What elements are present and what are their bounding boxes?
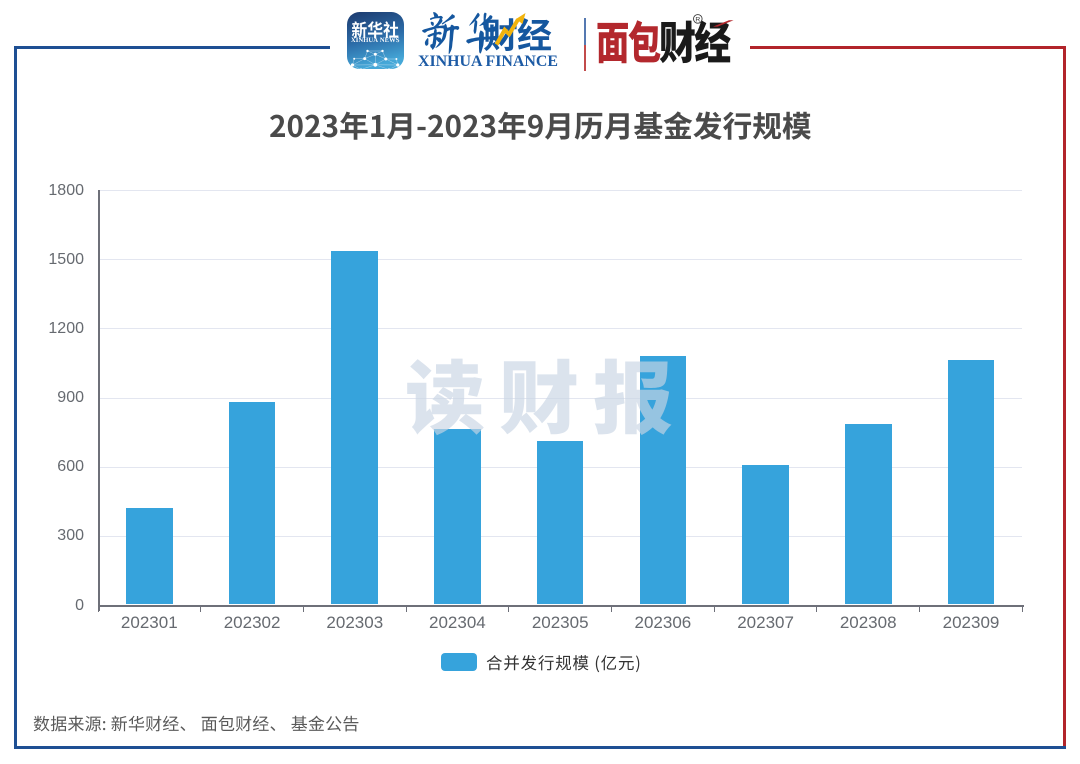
svg-text:R: R — [695, 16, 700, 23]
